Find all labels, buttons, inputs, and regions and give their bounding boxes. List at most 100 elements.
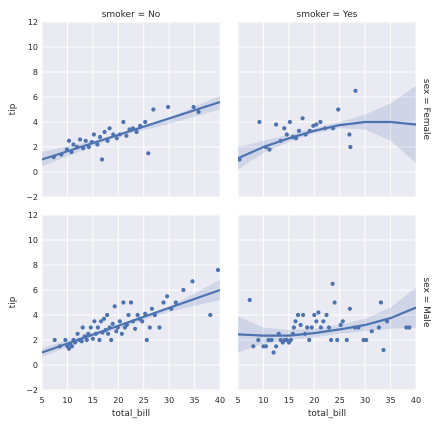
data-point	[140, 319, 145, 324]
data-point	[109, 337, 114, 343]
column-title: smoker = No	[102, 10, 161, 20]
data-point	[95, 142, 100, 147]
data-point	[135, 312, 140, 318]
x-tick-label: 20	[309, 396, 319, 405]
data-point	[307, 337, 312, 343]
data-point	[83, 138, 88, 143]
data-point	[151, 107, 156, 112]
data-point	[66, 346, 72, 351]
data-point	[274, 122, 279, 127]
data-point	[353, 88, 358, 93]
data-point	[257, 119, 262, 125]
x-axis-title: total_bill	[308, 409, 346, 419]
data-point	[52, 337, 57, 343]
data-point	[364, 337, 369, 343]
data-point	[369, 329, 374, 334]
data-point	[284, 132, 289, 137]
data-point	[143, 119, 148, 125]
column-title: smoker = Yes	[297, 10, 358, 20]
data-point	[291, 325, 296, 330]
data-point	[105, 312, 110, 318]
data-point	[274, 344, 279, 349]
x-tick-label: 15	[88, 396, 98, 405]
x-tick-label: 35	[189, 396, 199, 405]
data-point	[269, 337, 274, 343]
data-point	[166, 104, 171, 110]
data-point	[78, 137, 83, 142]
data-point	[107, 126, 112, 131]
data-point	[196, 109, 201, 115]
data-point	[312, 312, 317, 318]
data-point	[191, 104, 196, 110]
data-point	[98, 319, 104, 324]
data-point	[332, 300, 337, 305]
data-point	[121, 300, 126, 305]
data-point	[99, 157, 105, 162]
data-point	[251, 344, 256, 349]
data-point	[336, 107, 341, 112]
data-point	[102, 129, 107, 135]
data-point	[282, 126, 287, 131]
data-point	[124, 133, 129, 138]
data-point	[110, 321, 115, 326]
data-point	[329, 337, 334, 343]
x-tick-label: 5	[39, 396, 44, 405]
data-point	[347, 132, 352, 137]
data-point	[69, 344, 75, 349]
y-tick-label: 0	[33, 168, 38, 177]
data-point	[293, 319, 298, 324]
data-point	[95, 325, 100, 330]
data-point	[296, 128, 302, 133]
data-point	[147, 325, 152, 330]
data-point	[75, 331, 80, 336]
panel-background	[238, 22, 416, 197]
y-tick-label: −2	[26, 193, 38, 202]
data-point	[301, 312, 306, 318]
data-point	[126, 312, 131, 318]
data-point	[161, 300, 166, 305]
y-tick-label: 8	[33, 261, 38, 270]
y-tick-label: 6	[33, 93, 38, 102]
x-tick-label: 30	[164, 396, 174, 405]
data-point	[287, 119, 292, 125]
data-point	[318, 325, 323, 330]
data-point	[407, 325, 412, 330]
data-point	[134, 129, 139, 135]
x-tick-label: 35	[385, 396, 395, 405]
data-point	[378, 300, 383, 305]
y-axis-title: tip	[8, 103, 18, 115]
x-tick-label: 10	[62, 396, 72, 405]
data-point	[101, 316, 107, 321]
data-point	[247, 297, 252, 303]
facet-panel-1-1	[237, 214, 417, 391]
data-point	[404, 325, 409, 330]
row-title: sex = Female	[421, 79, 431, 141]
x-tick-label: 15	[284, 396, 294, 405]
data-point	[165, 294, 170, 299]
data-point	[106, 331, 111, 336]
panel-background	[42, 22, 220, 197]
data-point	[215, 267, 220, 273]
data-point	[80, 325, 85, 330]
data-point	[348, 144, 353, 150]
y-tick-label: 10	[28, 236, 38, 245]
data-point	[71, 142, 76, 147]
data-point	[190, 279, 195, 284]
x-tick-label: 25	[139, 396, 149, 405]
data-point	[117, 319, 122, 324]
x-tick-label: 40	[215, 396, 225, 405]
row-title: sex = Male	[421, 278, 431, 328]
data-point	[157, 325, 162, 330]
data-point	[114, 329, 119, 334]
y-axis-title: tip	[8, 296, 18, 308]
data-point	[97, 134, 103, 140]
data-point	[112, 304, 117, 309]
data-point	[149, 306, 154, 311]
x-tick-label: 20	[113, 396, 123, 405]
data-point	[79, 339, 84, 344]
data-point	[295, 312, 301, 318]
data-point	[114, 136, 119, 141]
y-tick-label: −2	[26, 386, 38, 395]
data-point	[309, 325, 314, 330]
